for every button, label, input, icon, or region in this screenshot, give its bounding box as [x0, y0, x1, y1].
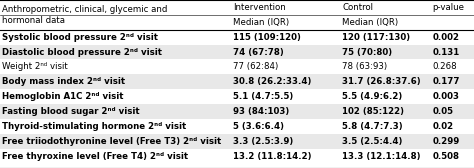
Bar [0, 104, 474, 119]
Text: 115 (109:120): 115 (109:120) [233, 33, 301, 42]
Text: p-value: p-value [432, 3, 465, 12]
Text: 0.177: 0.177 [432, 77, 460, 86]
Text: Free thyroxine level (Free T4) 2ⁿᵈ visit: Free thyroxine level (Free T4) 2ⁿᵈ visit [2, 152, 189, 161]
Text: 93 (84:103): 93 (84:103) [233, 107, 290, 116]
Text: 0.268: 0.268 [432, 62, 457, 71]
Text: Systolic blood pressure 2ⁿᵈ visit: Systolic blood pressure 2ⁿᵈ visit [2, 33, 158, 42]
Bar [0, 119, 474, 134]
Text: Diastolic blood pressure 2ⁿᵈ visit: Diastolic blood pressure 2ⁿᵈ visit [2, 48, 163, 57]
Text: Anthropometric, clinical, glycemic and
hormonal data: Anthropometric, clinical, glycemic and h… [2, 5, 168, 25]
Bar [0, 15, 474, 30]
Text: 13.3 (12.1:14.8): 13.3 (12.1:14.8) [342, 152, 421, 161]
Text: Free triiodothyronine level (Free T3) 2ⁿᵈ visit: Free triiodothyronine level (Free T3) 2ⁿ… [2, 137, 222, 146]
Text: 5.5 (4.9:6.2): 5.5 (4.9:6.2) [342, 92, 402, 101]
Bar [0, 0, 474, 15]
Bar [0, 59, 474, 74]
Text: 5.1 (4.7:5.5): 5.1 (4.7:5.5) [233, 92, 293, 101]
Text: 13.2 (11.8:14.2): 13.2 (11.8:14.2) [233, 152, 312, 161]
Text: 77 (62:84): 77 (62:84) [233, 62, 278, 71]
Text: Weight 2ⁿᵈ visit: Weight 2ⁿᵈ visit [2, 62, 68, 71]
Text: 0.002: 0.002 [432, 33, 459, 42]
Text: 0.299: 0.299 [432, 137, 459, 146]
Text: 102 (85:122): 102 (85:122) [342, 107, 404, 116]
Text: 30.8 (26.2:33.4): 30.8 (26.2:33.4) [233, 77, 311, 86]
Bar [0, 134, 474, 149]
Bar [0, 30, 474, 45]
Bar [0, 89, 474, 104]
Text: 74 (67:78): 74 (67:78) [233, 48, 284, 57]
Bar [0, 74, 474, 89]
Bar [0, 45, 474, 59]
Text: Hemoglobin A1C 2ⁿᵈ visit: Hemoglobin A1C 2ⁿᵈ visit [2, 92, 124, 101]
Text: 78 (63:93): 78 (63:93) [342, 62, 387, 71]
Text: 0.02: 0.02 [432, 122, 454, 131]
Text: Body mass index 2ⁿᵈ visit: Body mass index 2ⁿᵈ visit [2, 77, 126, 86]
Text: 3.5 (2.5:4.4): 3.5 (2.5:4.4) [342, 137, 402, 146]
Text: 75 (70:80): 75 (70:80) [342, 48, 392, 57]
Text: 0.131: 0.131 [432, 48, 459, 57]
Text: 0.003: 0.003 [432, 92, 459, 101]
Text: Fasting blood sugar 2ⁿᵈ visit: Fasting blood sugar 2ⁿᵈ visit [2, 107, 140, 116]
Text: Intervention: Intervention [233, 3, 286, 12]
Text: 5 (3.6:6.4): 5 (3.6:6.4) [233, 122, 284, 131]
Text: Thyroid-stimulating hormone 2ⁿᵈ visit: Thyroid-stimulating hormone 2ⁿᵈ visit [2, 122, 187, 131]
Bar [0, 149, 474, 163]
Text: 0.05: 0.05 [432, 107, 453, 116]
Text: 120 (117:130): 120 (117:130) [342, 33, 410, 42]
Text: Median (IQR): Median (IQR) [233, 18, 289, 27]
Text: 3.3 (2.5:3.9): 3.3 (2.5:3.9) [233, 137, 293, 146]
Text: Control: Control [342, 3, 373, 12]
Text: Median (IQR): Median (IQR) [342, 18, 398, 27]
Text: 0.508: 0.508 [432, 152, 459, 161]
Text: 31.7 (26.8:37.6): 31.7 (26.8:37.6) [342, 77, 421, 86]
Text: 5.8 (4.7:7.3): 5.8 (4.7:7.3) [342, 122, 403, 131]
